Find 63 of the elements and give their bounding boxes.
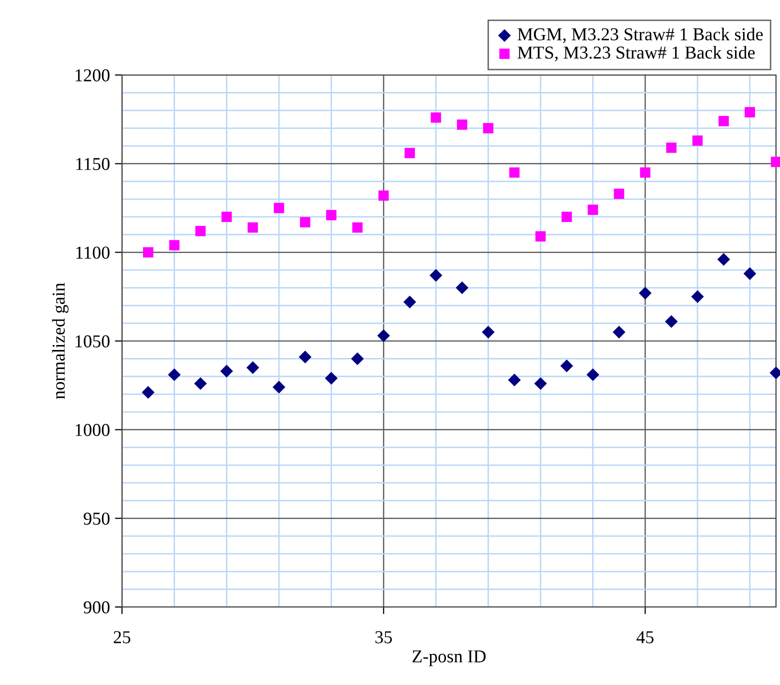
point [562, 212, 572, 222]
point [220, 364, 234, 378]
point [221, 212, 232, 222]
point [456, 120, 468, 130]
point [560, 359, 574, 372]
point [664, 315, 678, 328]
y-tick-label: 900 [84, 601, 110, 614]
point [324, 372, 338, 385]
x-axis-title: Z-posn ID [412, 650, 486, 666]
point [744, 107, 755, 118]
point [352, 222, 363, 233]
point [743, 267, 756, 280]
legend-label: MGM, M3.23 Straw# 1 Back side [518, 28, 763, 43]
y-tick-label: 1200 [76, 69, 110, 82]
point [770, 156, 780, 168]
x-tick-label: 25 [114, 631, 130, 644]
point [248, 222, 258, 233]
point [509, 167, 520, 178]
point [246, 361, 260, 374]
y-tick-label: 1000 [76, 424, 110, 436]
point [195, 226, 206, 236]
point [403, 296, 416, 308]
point [300, 217, 310, 228]
point [168, 368, 181, 382]
y-tick-label: 950 [84, 512, 110, 525]
point [534, 377, 547, 390]
point [588, 204, 598, 215]
point [612, 326, 626, 338]
point [508, 374, 521, 386]
point [614, 188, 624, 199]
point [482, 326, 495, 338]
point [169, 240, 180, 250]
point [692, 135, 703, 146]
point [483, 123, 494, 134]
point [691, 290, 704, 304]
y-tick-label: 1050 [76, 335, 110, 348]
point [456, 281, 468, 294]
point [430, 269, 442, 282]
x-tick-label: 35 [375, 631, 392, 644]
point [717, 253, 730, 266]
point [143, 247, 154, 258]
point [377, 329, 390, 342]
y-tick-label: 1100 [76, 246, 110, 259]
point [194, 377, 207, 390]
point [272, 380, 286, 394]
point [638, 286, 652, 300]
legend-label: MTS, M3.23 Straw# 1 Back side [518, 46, 755, 62]
y-axis-title: normalized gain [52, 282, 69, 399]
x-tick-label: 45 [636, 631, 654, 644]
point [404, 148, 415, 158]
y-tick-label: 1150 [76, 158, 110, 170]
point [351, 352, 364, 366]
point [586, 368, 600, 382]
point [535, 231, 546, 242]
point [640, 167, 650, 178]
point [326, 210, 336, 220]
point [378, 190, 389, 201]
point [298, 350, 312, 364]
point [430, 112, 442, 123]
point [718, 116, 729, 126]
point [666, 142, 677, 153]
point [274, 202, 284, 214]
point [142, 386, 155, 399]
